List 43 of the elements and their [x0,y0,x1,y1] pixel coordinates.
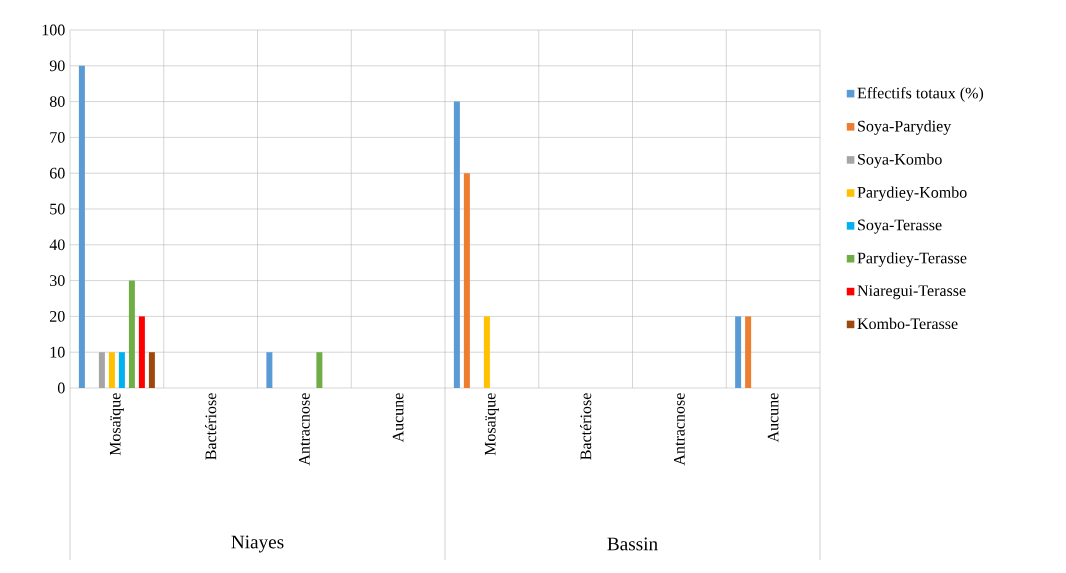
bar [148,352,155,388]
x-tick-label: Bactériose [579,393,592,460]
legend-label: Soya-Kombo [858,153,942,168]
bar [78,65,85,388]
y-tick-label: 90 [49,60,65,72]
legend-label: Effectifs totaux (%) [857,87,984,102]
bar [463,173,470,388]
bar [735,316,742,388]
text: Bassin [607,537,658,551]
x-tick-label: Bactériose [204,393,217,460]
bar [108,352,115,388]
x-tick-label: Mosaïque [109,393,124,456]
y-tick-label: 40 [49,239,65,251]
legend-label: Parydiey-Kombo [857,186,967,202]
y-tick-label: 50 [50,203,65,215]
legend-label: Parydiey-Terasse [857,252,967,267]
y-tick-label: 60 [49,167,65,179]
legend-label: Soya-Parydiey [858,120,952,135]
bar [98,352,105,388]
legend-label: Soya-Terasse [858,219,942,234]
x-tick-label: Mosaïque [484,393,499,456]
x-tick-label: Antracnose [299,393,310,466]
text: Niayes [231,535,284,553]
y-tick-label: 30 [50,275,65,286]
bar [745,316,752,388]
bar [118,352,125,388]
bar [483,316,490,388]
legend-label: Niaregui-Terasse [857,285,966,300]
bar [128,280,135,388]
x-tick-label: Antracnose [674,393,685,466]
y-tick-label: 80 [49,96,65,107]
y-tick-label: 10 [50,346,65,358]
x-tick-label: Aucune [392,393,404,443]
x-tick-label: Aucune [767,393,779,443]
bar [266,352,273,388]
y-tick-label: 0 [57,382,65,394]
bar [453,101,460,388]
legend-label: Kombo-Terasse [857,317,958,330]
y-tick-label: 100 [42,24,65,36]
bar [138,316,145,388]
y-tick-label: 20 [50,310,65,322]
y-tick-label: 70 [50,131,65,143]
bar [316,352,323,388]
